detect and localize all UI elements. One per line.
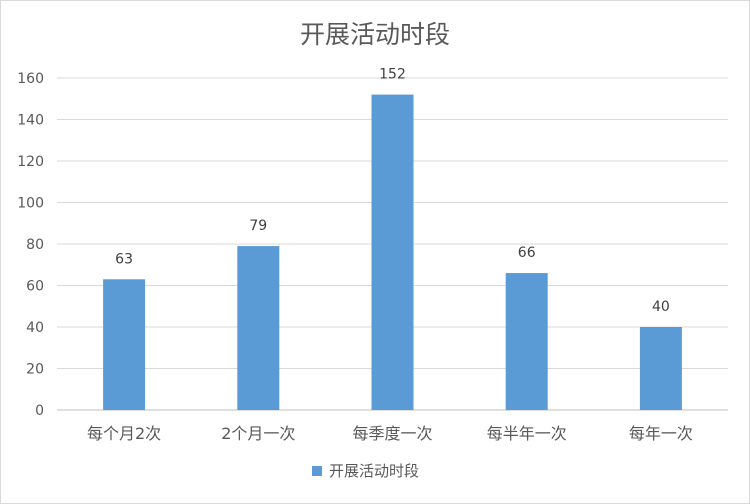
data-label: 63 <box>115 251 133 267</box>
x-category-label: 每年一次 <box>629 424 693 443</box>
data-labels: 63 79 152 66 40 <box>115 67 670 315</box>
x-axis-categories: 每个月2次 2个月一次 每季度一次 每半年一次 每年一次 <box>87 424 693 443</box>
bar <box>371 94 414 410</box>
y-tick-label: 160 <box>17 71 44 87</box>
y-tick-label: 60 <box>26 279 44 295</box>
bar <box>639 327 682 410</box>
bar <box>505 273 548 410</box>
data-label: 79 <box>249 218 267 234</box>
y-tick-label: 120 <box>17 154 44 170</box>
bars <box>103 94 682 410</box>
chart-title: 开展活动时段 <box>300 20 450 49</box>
x-category-label: 每个月2次 <box>87 424 161 443</box>
bar <box>103 279 146 410</box>
x-category-label: 2个月一次 <box>221 424 295 443</box>
data-label: 40 <box>652 299 670 315</box>
data-label: 66 <box>518 245 536 261</box>
x-category-label: 每季度一次 <box>352 424 432 443</box>
y-tick-label: 0 <box>35 403 44 419</box>
y-tick-label: 40 <box>26 320 44 336</box>
legend: 开展活动时段 <box>312 462 419 480</box>
y-axis-ticks: 0 20 40 60 80 100 120 140 160 <box>17 71 44 419</box>
y-tick-label: 80 <box>26 237 44 253</box>
x-category-label: 每半年一次 <box>487 424 567 443</box>
legend-label: 开展活动时段 <box>329 462 419 480</box>
data-label: 152 <box>379 67 406 83</box>
y-tick-label: 140 <box>17 113 44 129</box>
bar <box>237 246 280 410</box>
legend-swatch <box>312 466 322 476</box>
y-tick-label: 100 <box>17 196 44 212</box>
y-tick-label: 20 <box>26 362 44 378</box>
